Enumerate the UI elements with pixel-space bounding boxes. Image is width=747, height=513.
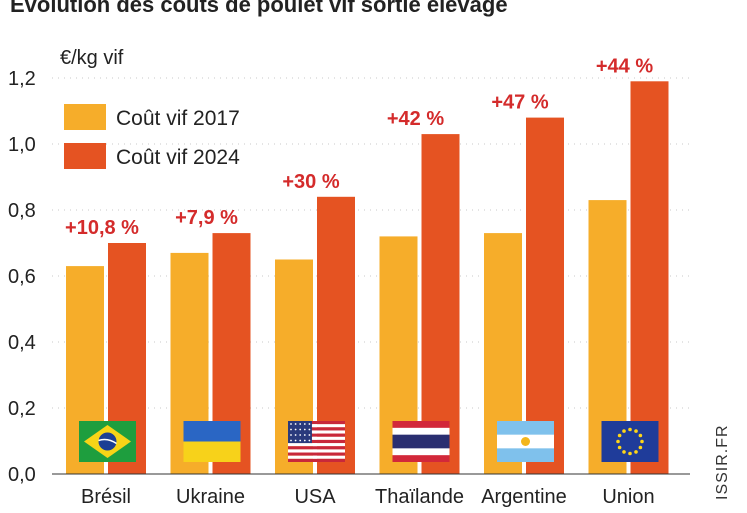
gridlines: [52, 77, 690, 409]
x-tick-label: USA: [294, 486, 336, 508]
source-credit: ISSIR.FR: [714, 424, 731, 500]
legend: Coût vif 2017 Coût vif 2024: [64, 104, 240, 169]
argentina-flag-icon: [497, 421, 554, 462]
legend-label: Coût vif 2017: [116, 107, 240, 130]
bar-2024: [421, 134, 460, 474]
bar-2024: [526, 117, 564, 474]
y-axis-ticks: 0,0 0,2 0,4 0,6 0,8 1,0 1,2: [8, 68, 36, 486]
y-tick-label: 0,6: [8, 266, 36, 288]
usa-flag-icon: [288, 421, 345, 462]
y-tick-label: 0,8: [8, 200, 36, 222]
legend-swatch: [64, 104, 106, 130]
x-tick-label: Thaïlande: [375, 486, 464, 508]
y-tick-label: 1,0: [8, 134, 36, 156]
bars: [66, 81, 669, 475]
y-tick-label: 1,2: [8, 68, 36, 90]
data-label: +10,8 %: [65, 217, 139, 239]
ukraine-flag-icon: [183, 421, 241, 462]
data-label: +30 %: [282, 171, 339, 193]
data-label: +42 %: [387, 108, 444, 130]
chart-title: Évolution des coûts de poulet vif sortie…: [10, 0, 508, 17]
y-axis-label: €/kg vif: [60, 47, 124, 69]
x-tick-label: Union: [602, 486, 654, 508]
x-tick-label: Argentine: [481, 486, 567, 508]
x-axis-labels: Brésil Ukraine USA Thaïlande Argentine Union: [81, 486, 655, 508]
flags: [79, 421, 659, 462]
legend-label: Coût vif 2024: [116, 146, 240, 169]
y-tick-label: 0,0: [8, 464, 36, 486]
eu-flag-icon: [601, 421, 659, 462]
bar-2024: [630, 81, 669, 475]
thailand-flag-icon: [392, 421, 450, 462]
annotations: +10,8 % +7,9 % +30 % +42 % +47 % +44 %: [65, 55, 653, 239]
x-tick-label: Ukraine: [176, 486, 245, 508]
data-label: +7,9 %: [175, 207, 238, 229]
x-tick-label: Brésil: [81, 486, 131, 508]
y-tick-label: 0,4: [8, 332, 36, 354]
data-label: +47 %: [491, 92, 548, 114]
y-tick-label: 0,2: [8, 398, 36, 420]
legend-swatch: [64, 143, 106, 169]
brazil-flag-icon: [79, 421, 136, 462]
data-label: +44 %: [596, 55, 653, 77]
